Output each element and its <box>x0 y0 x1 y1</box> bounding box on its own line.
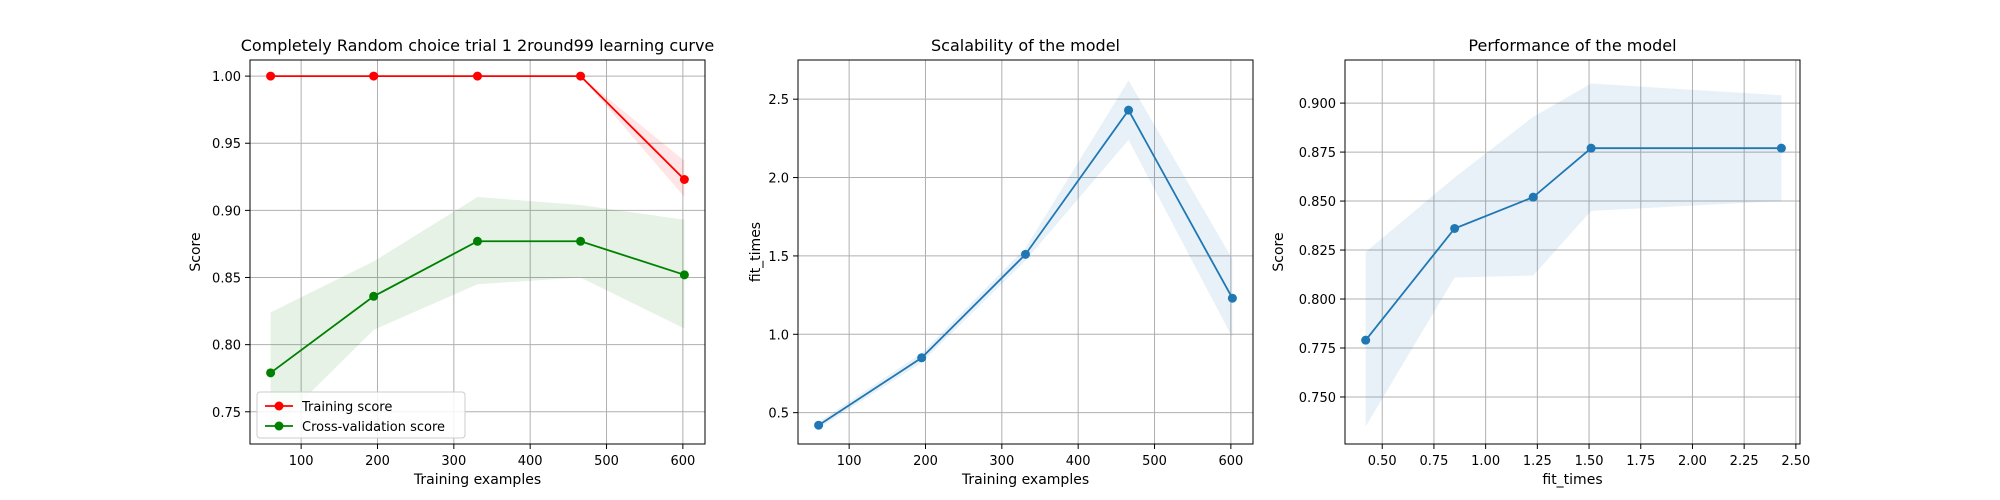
legend-marker <box>274 421 284 431</box>
y-tick-label: 0.5 <box>768 407 789 422</box>
confidence-band <box>270 196 685 432</box>
legend-label: Cross-validation score <box>302 420 445 435</box>
chart-panel-2: 100 200 300 400 500 600 0.5 1.0 1.5 2.0 2.5 Scalabi… <box>748 36 1254 488</box>
x-axis-label: Training examples <box>961 472 1089 488</box>
x-tick-label: 100 <box>837 454 862 469</box>
x-axis-label: fit_times <box>1542 472 1602 488</box>
axes-frame <box>249 59 706 445</box>
y-tick-label: 0.85 <box>212 272 241 287</box>
x-tick-label: 2.25 <box>1730 454 1759 469</box>
x-tick-label: 400 <box>518 454 543 469</box>
x-tick-label: 2.50 <box>1781 454 1810 469</box>
x-tick-label: 200 <box>913 454 938 469</box>
axes-frame <box>797 59 1254 445</box>
y-tick-label: 2.0 <box>768 172 789 187</box>
data-point <box>679 174 689 184</box>
x-tick-label: 200 <box>365 454 390 469</box>
legend-box <box>256 391 466 439</box>
y-tick-label: 0.75 <box>212 406 241 421</box>
chart-panel-1: 100 200 300 400 500 600 0.75 0.80 0.85 0.90 0.95 1.… <box>188 36 714 488</box>
x-tick-label: 600 <box>670 454 695 469</box>
data-point <box>1021 249 1030 259</box>
y-axis-label: Score <box>1271 232 1287 271</box>
data-point <box>576 71 586 81</box>
y-tick-label: 0.875 <box>1299 146 1336 161</box>
data-point <box>266 368 276 378</box>
series-line <box>270 75 686 181</box>
data-point <box>1361 335 1371 345</box>
x-axis-label: Training examples <box>413 472 541 488</box>
y-axis-label: Score <box>188 232 204 271</box>
y-tick-label: 0.80 <box>212 339 241 354</box>
data-point <box>679 270 689 280</box>
y-tick-label: 0.775 <box>1299 342 1336 357</box>
data-point <box>369 71 379 81</box>
chart-title: Scalability of the model <box>931 36 1120 55</box>
x-tick-label: 0.50 <box>1368 454 1397 469</box>
axes-frame <box>1344 59 1801 445</box>
x-tick-label: 1.00 <box>1471 454 1500 469</box>
confidence-band <box>1454 116 1534 278</box>
y-axis-label: fit_times <box>748 222 764 282</box>
x-tick-label: 0.75 <box>1419 454 1448 469</box>
confidence-band <box>1533 83 1592 276</box>
data-point <box>1124 105 1134 115</box>
y-tick-label: 0.750 <box>1299 391 1336 406</box>
x-tick-label: 500 <box>1142 454 1167 469</box>
x-tick-label: 100 <box>289 454 314 469</box>
data-point <box>473 236 482 246</box>
data-point <box>917 353 927 363</box>
chart-title: Completely Random choice trial 1 2round9… <box>241 36 715 55</box>
x-tick-label: 1.75 <box>1626 454 1655 469</box>
legend: Training score Cross-validation score <box>256 391 466 439</box>
data-point <box>1450 223 1460 233</box>
x-tick-label: 300 <box>989 454 1014 469</box>
confidence-band <box>1365 177 1455 427</box>
legend-label: Training score <box>301 400 392 415</box>
y-tick-label: 0.95 <box>212 137 241 152</box>
data-point <box>473 71 482 81</box>
x-tick-label: 1.25 <box>1523 454 1552 469</box>
chart-panel-3: 0.50 0.75 1.00 1.25 1.50 1.75 2.00 2.25 2.50 0.75… <box>1271 36 1810 488</box>
data-point <box>814 420 824 430</box>
x-tick-label: 1.50 <box>1575 454 1604 469</box>
data-point <box>1528 192 1538 202</box>
y-tick-label: 0.800 <box>1299 293 1336 308</box>
y-tick-label: 1.00 <box>212 70 241 85</box>
confidence-band <box>270 76 685 197</box>
data-point <box>369 291 379 301</box>
y-tick-label: 0.850 <box>1299 195 1336 210</box>
y-tick-label: 2.5 <box>768 93 789 108</box>
y-tick-label: 0.90 <box>212 204 241 219</box>
x-tick-label: 500 <box>594 454 619 469</box>
x-tick-label: 300 <box>441 454 466 469</box>
y-tick-label: 0.825 <box>1299 244 1336 259</box>
legend-marker <box>274 401 284 411</box>
data-point <box>1776 143 1786 153</box>
chart-title: Performance of the model <box>1468 36 1676 55</box>
x-tick-label: 600 <box>1218 454 1243 469</box>
data-point <box>576 236 586 246</box>
x-tick-label: 400 <box>1066 454 1091 469</box>
y-tick-label: 1.0 <box>768 328 789 343</box>
data-point <box>1586 143 1596 153</box>
x-tick-label: 2.00 <box>1678 454 1707 469</box>
y-tick-label: 0.900 <box>1299 97 1336 112</box>
data-point <box>266 71 276 81</box>
data-point <box>1227 293 1237 303</box>
confidence-band <box>1591 83 1782 211</box>
y-tick-label: 1.5 <box>768 250 789 265</box>
